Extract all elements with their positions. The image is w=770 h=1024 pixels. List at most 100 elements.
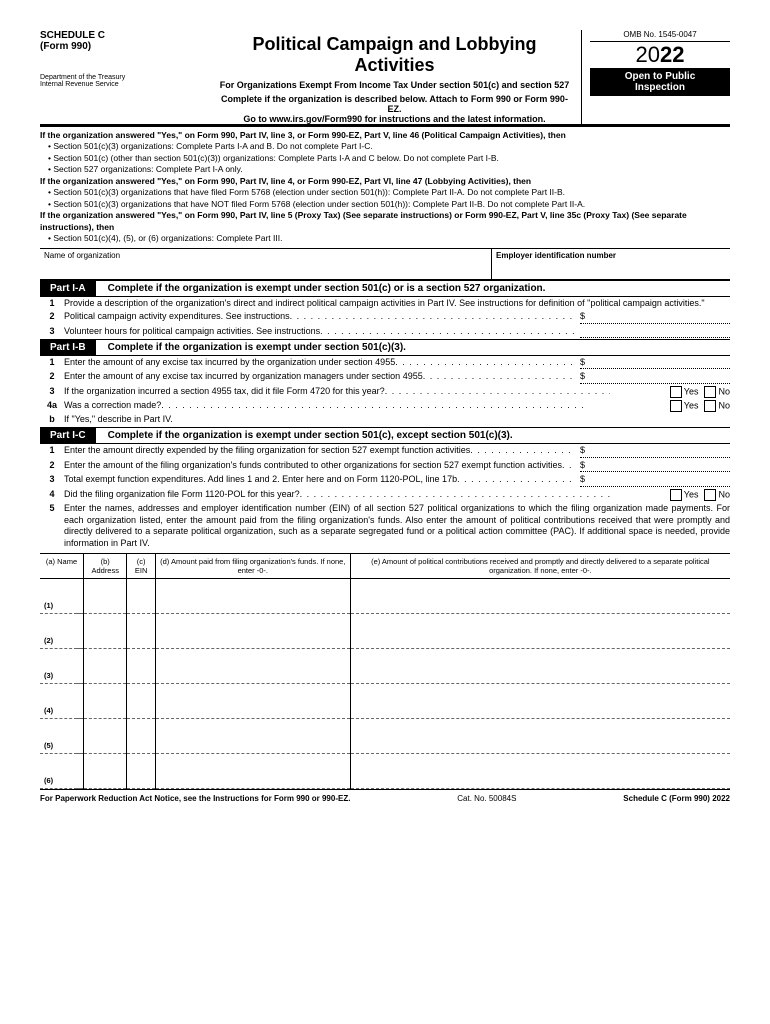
ib-l3-no-checkbox[interactable] xyxy=(704,386,716,398)
no-label: No xyxy=(718,387,730,397)
ib-l2-amount[interactable] xyxy=(580,371,730,384)
year-suffix: 22 xyxy=(660,42,684,67)
cell-amount-d[interactable] xyxy=(155,578,350,613)
cell-address[interactable] xyxy=(84,648,127,683)
cell-ein[interactable] xyxy=(127,718,155,753)
ib-l4b-text: If "Yes," describe in Part IV. xyxy=(64,414,730,426)
cell-amount-e[interactable] xyxy=(350,648,730,683)
subtitle-1: For Organizations Exempt From Income Tax… xyxy=(216,80,573,90)
form-header: SCHEDULE C (Form 990) Department of the … xyxy=(40,30,730,125)
cell-address[interactable] xyxy=(84,718,127,753)
table-row: (1) xyxy=(40,578,730,613)
col-e-header: (e) Amount of political contributions re… xyxy=(350,553,730,578)
yes-label: Yes xyxy=(684,489,699,499)
row-num: (4) xyxy=(40,683,77,718)
ia-l3-amount[interactable] xyxy=(580,326,730,338)
ic-l1-text: Enter the amount directly expended by th… xyxy=(64,445,470,455)
part-ia-label: Part I-A xyxy=(40,281,96,296)
cell-amount-e[interactable] xyxy=(350,683,730,718)
cell-ein[interactable] xyxy=(127,753,155,788)
cell-amount-e[interactable] xyxy=(350,613,730,648)
ib-l4a-no-checkbox[interactable] xyxy=(704,400,716,412)
cell-address[interactable] xyxy=(84,683,127,718)
cell-amount-d[interactable] xyxy=(155,613,350,648)
open-label: Open to Public xyxy=(590,71,730,82)
ia-l1-text: Provide a description of the organizatio… xyxy=(64,298,730,310)
ib-l3-yes-checkbox[interactable] xyxy=(670,386,682,398)
footer-left: For Paperwork Reduction Act Notice, see … xyxy=(40,794,350,803)
dept-treasury: Department of the Treasury xyxy=(40,74,200,81)
org-name-field[interactable]: Name of organization xyxy=(40,249,492,279)
ic-l1-amount[interactable] xyxy=(580,445,730,458)
ic-line-2: 2 Enter the amount of the filing organiz… xyxy=(40,459,730,474)
ic-line-4: 4 Did the filing organization file Form … xyxy=(40,488,730,502)
cell-ein[interactable] xyxy=(127,648,155,683)
cell-amount-e[interactable] xyxy=(350,718,730,753)
ib-l4a-text: Was a correction made? xyxy=(64,400,161,410)
table-row: (2) xyxy=(40,613,730,648)
ib-l1-amount[interactable] xyxy=(580,357,730,370)
instr-h2: If the organization answered "Yes," on F… xyxy=(40,176,730,187)
table-row: (4) xyxy=(40,683,730,718)
part-ic-desc: Complete if the organization is exempt u… xyxy=(96,430,513,441)
subtitle-3: Go to www.irs.gov/Form990 for instructio… xyxy=(216,114,573,124)
instr-h1: If the organization answered "Yes," on F… xyxy=(40,130,730,141)
ia-line-1: 1 Provide a description of the organizat… xyxy=(40,297,730,311)
ia-line-3: 3 Volunteer hours for political campaign… xyxy=(40,325,730,339)
omb-number: OMB No. 1545-0047 xyxy=(590,30,730,42)
ein-field[interactable]: Employer identification number xyxy=(492,249,730,279)
org-table: (a) Name (b) Address (c) EIN (d) Amount … xyxy=(40,553,730,789)
ia-l2-amount[interactable] xyxy=(580,311,730,324)
ib-l2-text: Enter the amount of any excise tax incur… xyxy=(64,371,423,381)
cell-address[interactable] xyxy=(84,613,127,648)
table-row: (6) xyxy=(40,753,730,788)
cell-amount-e[interactable] xyxy=(350,578,730,613)
part-ia-desc: Complete if the organization is exempt u… xyxy=(96,283,546,294)
cell-ein[interactable] xyxy=(127,578,155,613)
yes-label: Yes xyxy=(684,387,699,397)
ic-line-5: 5 Enter the names, addresses and employe… xyxy=(40,502,730,551)
ib-line-2: 2 Enter the amount of any excise tax inc… xyxy=(40,370,730,385)
table-row: (5) xyxy=(40,718,730,753)
tax-year: 2022 xyxy=(590,42,730,68)
footer-right: Schedule C (Form 990) 2022 xyxy=(623,794,730,803)
ib-line-4b: b If "Yes," describe in Part IV. xyxy=(40,413,730,427)
cell-address[interactable] xyxy=(84,753,127,788)
cell-address[interactable] xyxy=(84,578,127,613)
ic-l4-yes-checkbox[interactable] xyxy=(670,489,682,501)
row-num: (5) xyxy=(40,718,77,753)
ib-l1-text: Enter the amount of any excise tax incur… xyxy=(64,357,395,367)
cell-amount-e[interactable] xyxy=(350,753,730,788)
cell-ein[interactable] xyxy=(127,683,155,718)
cell-ein[interactable] xyxy=(127,613,155,648)
ic-line-3: 3 Total exempt function expenditures. Ad… xyxy=(40,473,730,488)
cell-amount-d[interactable] xyxy=(155,683,350,718)
ib-l3-text: If the organization incurred a section 4… xyxy=(64,386,385,396)
name-ein-row: Name of organization Employer identifica… xyxy=(40,248,730,281)
schedule-label: SCHEDULE C xyxy=(40,30,200,41)
form-label: (Form 990) xyxy=(40,41,200,52)
page-footer: For Paperwork Reduction Act Notice, see … xyxy=(40,789,730,803)
ia-line-2: 2 Political campaign activity expenditur… xyxy=(40,310,730,325)
ic-l3-amount[interactable] xyxy=(580,474,730,487)
footer-center: Cat. No. 50084S xyxy=(457,794,516,803)
no-label: No xyxy=(718,401,730,411)
ic-l5-text: Enter the names, addresses and employer … xyxy=(64,503,730,550)
ic-l2-amount[interactable] xyxy=(580,460,730,473)
part-ib-desc: Complete if the organization is exempt u… xyxy=(96,342,406,353)
ia-l2-text: Political campaign activity expenditures… xyxy=(64,311,290,321)
ib-l4a-yes-checkbox[interactable] xyxy=(670,400,682,412)
subtitle-2: Complete if the organization is describe… xyxy=(216,94,573,114)
part-ib-header: Part I-B Complete if the organization is… xyxy=(40,339,730,356)
open-to-public: Open to Public Inspection xyxy=(590,68,730,96)
cell-amount-d[interactable] xyxy=(155,648,350,683)
cell-amount-d[interactable] xyxy=(155,753,350,788)
ic-l4-no-checkbox[interactable] xyxy=(704,489,716,501)
ib-line-4a: 4a Was a correction made? YesNo xyxy=(40,399,730,413)
part-ic-label: Part I-C xyxy=(40,428,96,443)
instr-b1a: • Section 501(c)(3) organizations: Compl… xyxy=(40,141,730,152)
row-num: (2) xyxy=(40,613,77,648)
main-title: Political Campaign and Lobbying Activiti… xyxy=(216,34,573,76)
cell-amount-d[interactable] xyxy=(155,718,350,753)
dept-irs: Internal Revenue Service xyxy=(40,81,200,88)
